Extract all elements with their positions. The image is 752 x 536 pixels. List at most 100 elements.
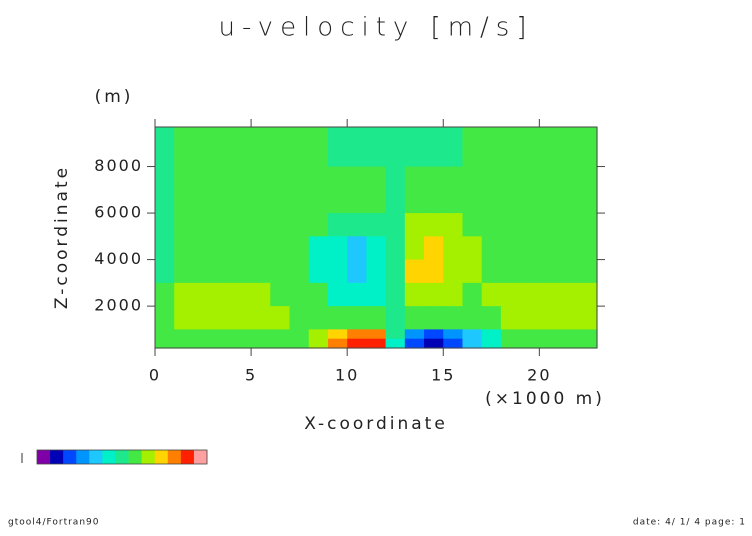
contour-cell xyxy=(462,338,483,349)
contour-cell xyxy=(424,282,444,307)
contour-cell xyxy=(385,127,406,144)
contour-cell xyxy=(520,338,540,349)
x-tick-label: 20 xyxy=(527,366,551,385)
contour-cell xyxy=(231,282,252,307)
contour-cell xyxy=(558,189,579,214)
contour-cell xyxy=(558,143,579,168)
contour-cell xyxy=(270,213,291,237)
contour-cell xyxy=(520,127,540,144)
contour-cell xyxy=(231,338,252,349)
contour-cell xyxy=(174,329,195,340)
contour-cell xyxy=(481,306,502,330)
y-tick-label: 6000 xyxy=(94,203,143,222)
contour-cell xyxy=(308,306,329,330)
contour-cell xyxy=(308,338,329,349)
contour-cell xyxy=(251,259,271,284)
contour-cell xyxy=(443,127,464,144)
contour-cell xyxy=(577,329,598,340)
contour-cell xyxy=(308,282,329,307)
contour-cell xyxy=(404,189,425,214)
contour-cell xyxy=(500,329,521,340)
contour-cell xyxy=(308,329,329,340)
contour-cell xyxy=(500,127,521,144)
contour-cell xyxy=(481,282,502,307)
contour-cell xyxy=(385,143,406,168)
contour-cell xyxy=(366,259,387,284)
contour-cell xyxy=(443,189,464,214)
contour-cell xyxy=(231,306,252,330)
y-axis-label: Z-coordinate xyxy=(52,165,72,309)
contour-cell xyxy=(500,306,521,330)
contour-cell xyxy=(520,329,540,340)
x-tick-label: 0 xyxy=(149,366,161,385)
contour-cell xyxy=(289,338,310,349)
contour-cell xyxy=(539,306,560,330)
contour-cell xyxy=(424,143,444,168)
contour-cell xyxy=(327,213,348,237)
contour-cell xyxy=(270,338,291,349)
contour-cell xyxy=(385,213,406,237)
colorbar-cell xyxy=(76,450,90,464)
contour-cell xyxy=(520,259,540,284)
contour-cell xyxy=(558,338,579,349)
contour-cell xyxy=(193,189,214,214)
contour-cell xyxy=(404,306,425,330)
contour-cell xyxy=(539,259,560,284)
contour-cell xyxy=(270,189,291,214)
contour-cell xyxy=(270,329,291,340)
contour-cell xyxy=(251,338,271,349)
contour-cell xyxy=(155,259,175,284)
contour-cell xyxy=(385,338,406,349)
contour-cell xyxy=(347,236,367,261)
contour-cell xyxy=(443,329,464,340)
colorbar-cell xyxy=(50,450,64,464)
contour-cell xyxy=(347,213,367,237)
contour-cell xyxy=(577,236,598,261)
x-tick-label: 10 xyxy=(335,366,359,385)
contour-cell xyxy=(174,236,195,261)
contour-cell xyxy=(270,259,291,284)
contour-cell xyxy=(424,189,444,214)
contour-cell xyxy=(404,329,425,340)
contour-cell xyxy=(424,329,444,340)
contour-cell xyxy=(500,189,521,214)
contour-cell xyxy=(443,282,464,307)
contour-cell xyxy=(231,166,252,191)
contour-cell xyxy=(327,166,348,191)
contour-cell xyxy=(327,329,348,340)
contour-cell xyxy=(289,143,310,168)
contour-cell xyxy=(481,259,502,284)
contour-cell xyxy=(500,282,521,307)
contour-cell xyxy=(212,127,233,144)
x-unit: (×1000 m) xyxy=(485,389,605,409)
contour-cell xyxy=(443,213,464,237)
contour-cell xyxy=(289,127,310,144)
contour-cell xyxy=(174,338,195,349)
contour-cell xyxy=(308,166,329,191)
contour-cell xyxy=(212,329,233,340)
contour-cell xyxy=(251,306,271,330)
contour-cell xyxy=(443,338,464,349)
contour-cell xyxy=(577,259,598,284)
contour-cell xyxy=(327,127,348,144)
contour-cell xyxy=(289,259,310,284)
contour-cell xyxy=(289,213,310,237)
contour-cell xyxy=(251,213,271,237)
contour-cell xyxy=(212,143,233,168)
contour-cell xyxy=(231,189,252,214)
contour-cell xyxy=(347,189,367,214)
contour-cell xyxy=(539,143,560,168)
contour-cell xyxy=(327,236,348,261)
colorbar-cell xyxy=(154,450,169,464)
contour-cell xyxy=(424,127,444,144)
contour-cell xyxy=(424,259,444,284)
contour-cell xyxy=(462,143,483,168)
contour-cell xyxy=(481,127,502,144)
contour-cell xyxy=(424,213,444,237)
contour-cell xyxy=(577,143,598,168)
contour-cell xyxy=(539,213,560,237)
contour-cell xyxy=(347,259,367,284)
contour-cell xyxy=(520,189,540,214)
contour-cell xyxy=(366,213,387,237)
